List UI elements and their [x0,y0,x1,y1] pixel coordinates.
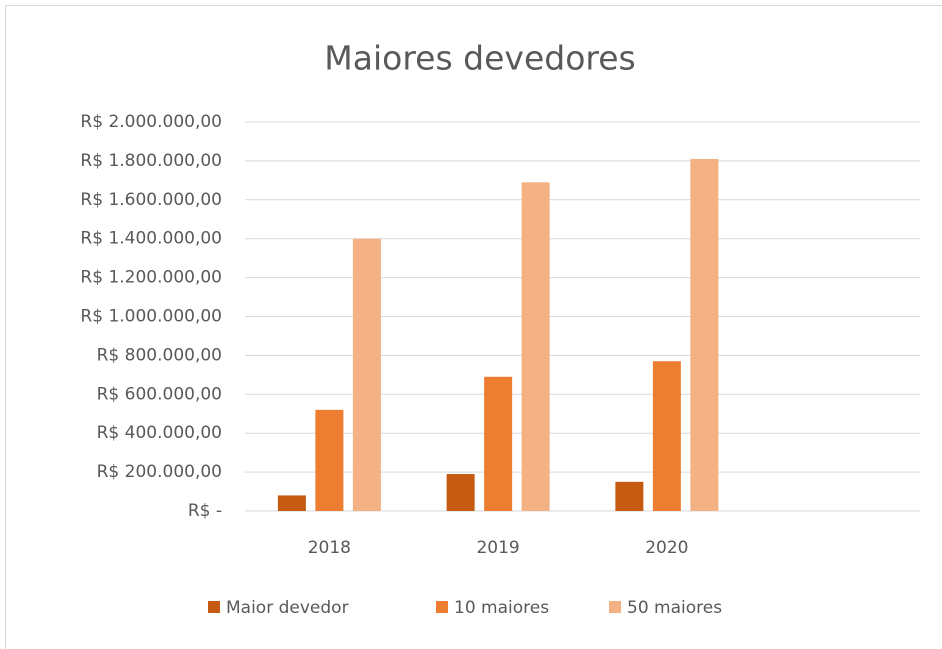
bar [315,409,344,511]
bar [652,361,681,511]
bar [352,238,381,511]
y-tick-label: R$ 200.000,00 [97,462,222,482]
legend-label: Maior devedor [226,598,349,618]
y-tick-label: R$ 1.200.000,00 [80,268,222,288]
y-tick-label: R$ 1.600.000,00 [80,190,222,210]
chart-border [5,5,942,649]
y-tick-label: R$ 800.000,00 [97,345,222,365]
legend-swatch [609,601,621,613]
legend-swatch [208,601,220,613]
legend-label: 10 maiores [454,598,549,618]
y-tick-label: R$ 1.400.000,00 [80,229,222,249]
x-tick-label: 2018 [308,538,351,558]
bar [521,182,550,512]
y-tick-label: R$ 600.000,00 [97,384,222,404]
bar [484,376,513,511]
y-tick-label: R$ 1.800.000,00 [80,151,222,171]
legend-swatch [436,601,448,613]
y-tick-label: R$ 400.000,00 [97,423,222,443]
y-tick-label: R$ 2.000.000,00 [80,112,222,132]
y-tick-label: R$ 1.000.000,00 [80,307,222,327]
x-tick-label: 2019 [476,538,519,558]
chart-title: Maiores devedores [324,39,635,78]
bar [615,481,644,511]
bar [690,158,719,511]
y-tick-label: R$ - [188,501,222,521]
bar [446,474,475,511]
x-tick-label: 2020 [645,538,688,558]
legend-label: 50 maiores [627,598,722,618]
bar [277,495,306,511]
